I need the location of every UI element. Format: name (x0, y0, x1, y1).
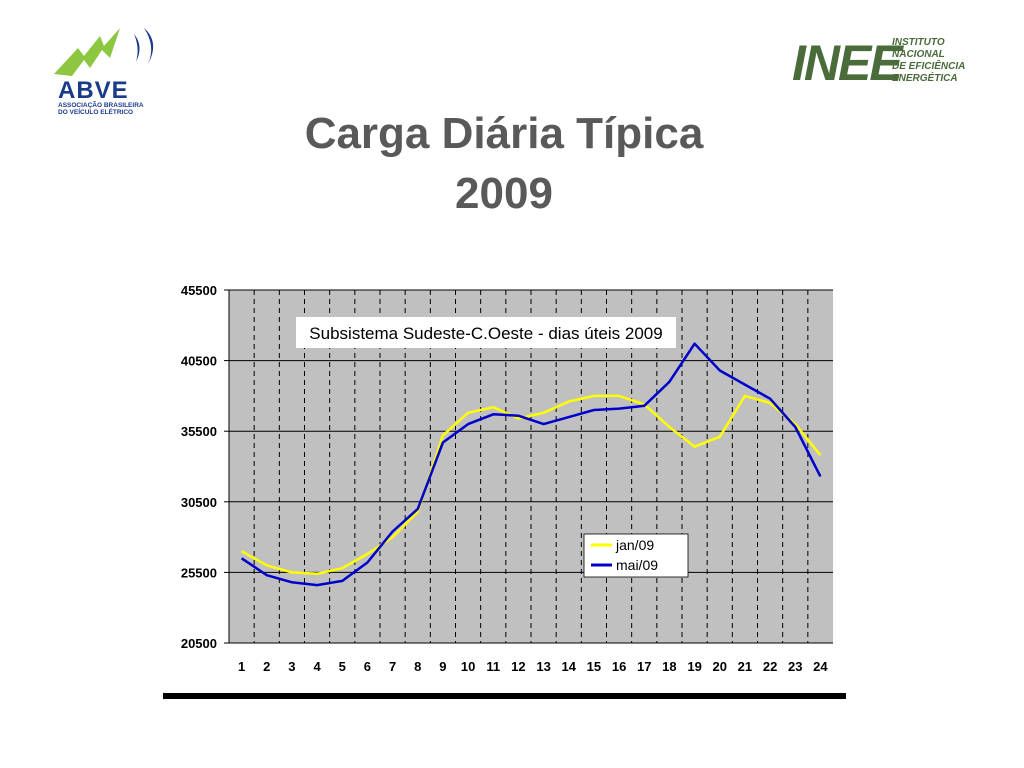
inee-subtext-1: INSTITUTO (892, 37, 945, 48)
inee-logo: INEE INSTITUTO NACIONAL DE EFICIÊNCIA EN… (792, 35, 965, 90)
y-tick-label: 30500 (181, 495, 217, 510)
inee-subtext-4: ENERGÉTICA (892, 71, 958, 84)
x-tick-label: 3 (288, 659, 295, 674)
x-tick-label: 16 (612, 659, 626, 674)
inee-subtext-2: NACIONAL (892, 49, 945, 60)
x-tick-label: 15 (587, 659, 601, 674)
x-tick-label: 24 (813, 659, 828, 674)
y-tick-label: 25500 (181, 565, 217, 580)
x-tick-label: 12 (511, 659, 525, 674)
legend: jan/09 mai/09 (583, 533, 689, 578)
bottom-divider (163, 693, 846, 699)
lightning-bolt-icon (54, 28, 154, 76)
x-tick-label: 4 (313, 659, 321, 674)
series-line-jan (240, 394, 822, 576)
x-tick-label: 13 (536, 659, 550, 674)
abve-logo-subtext-2: DO VEÍCULO ELÉTRICO (58, 107, 133, 116)
vertical-gridlines (253, 290, 809, 643)
y-tick-label: 20500 (181, 636, 217, 651)
abve-logo-subtext-1: ASSOCIAÇÃO BRASILEIRA (58, 100, 144, 109)
x-tick-label: 21 (738, 659, 752, 674)
y-tick-labels: 45500 40500 35500 30500 25500 20500 (181, 283, 229, 651)
x-tick-label: 20 (713, 659, 727, 674)
x-tick-label: 1 (238, 659, 245, 674)
x-tick-label: 11 (486, 659, 500, 674)
x-tick-label: 22 (763, 659, 777, 674)
x-tick-label: 14 (562, 659, 577, 674)
x-tick-label: 9 (439, 659, 446, 674)
slide-subtitle-year: 2009 (455, 169, 553, 218)
x-tick-labels: 1 2 3 4 5 6 7 8 9 10 11 12 13 14 15 16 17 18 19 20 21 22 23 24 (238, 659, 828, 674)
x-tick-label: 2 (263, 659, 270, 674)
legend-label-jan: jan/09 (615, 537, 654, 553)
x-tick-label: 5 (339, 659, 346, 674)
x-tick-label: 10 (461, 659, 475, 674)
chart-title-box: Subsistema Sudeste-C.Oeste - dias úteis … (296, 317, 676, 348)
series-line-mai (240, 342, 822, 587)
x-tick-label: 18 (662, 659, 676, 674)
chart-title: Subsistema Sudeste-C.Oeste - dias úteis … (309, 324, 662, 343)
x-tick-label: 7 (389, 659, 396, 674)
slide-title: Carga Diária Típica (304, 109, 704, 158)
x-tick-label: 19 (687, 659, 701, 674)
y-tick-label: 40500 (181, 354, 217, 369)
x-tick-label: 17 (637, 659, 651, 674)
inee-subtext-3: DE EFICIÊNCIA (892, 59, 965, 72)
y-tick-label: 45500 (181, 283, 217, 298)
inee-logo-text: INEE (792, 35, 904, 90)
legend-label-mai: mai/09 (616, 557, 658, 573)
abve-logo: ABVE ASSOCIAÇÃO BRASILEIRA DO VEÍCULO EL… (54, 28, 154, 116)
x-tick-label: 23 (788, 659, 802, 674)
y-tick-label: 35500 (181, 424, 217, 439)
x-tick-label: 8 (414, 659, 421, 674)
abve-logo-text: ABVE (58, 77, 129, 104)
x-tick-label: 6 (364, 659, 371, 674)
